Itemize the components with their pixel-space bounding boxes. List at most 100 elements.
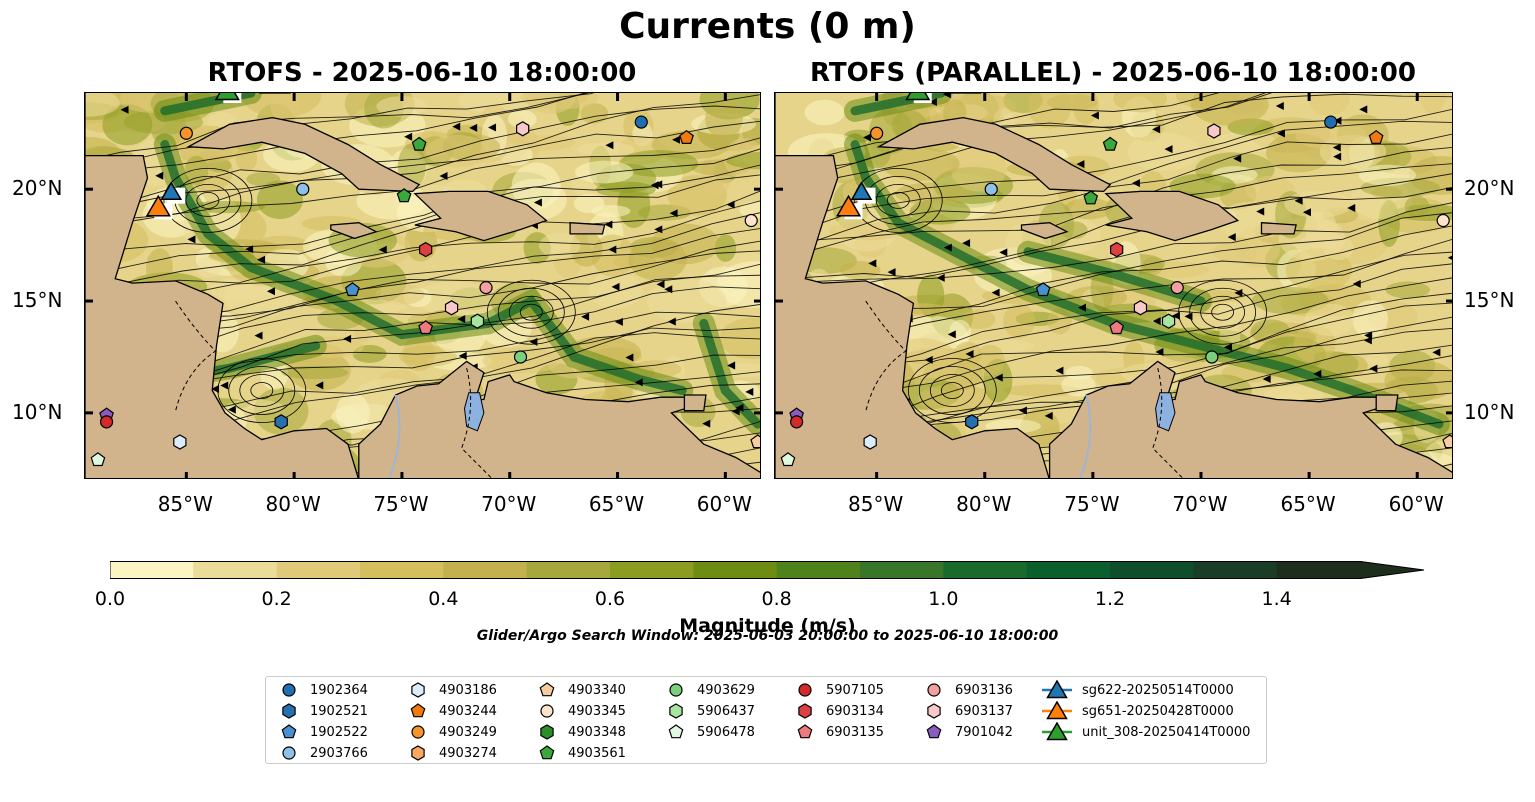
land-mass [876,116,1112,193]
lon-tick-label: 80°W [956,492,1012,516]
float-marker-6903136[interactable] [1170,281,1184,295]
glider-marker-sg622-20250514T0000[interactable] [160,181,183,200]
float-marker-4903186[interactable] [173,434,187,450]
hexagon-marker-icon [540,724,554,740]
float-marker-4903561[interactable] [1083,190,1099,205]
float-marker-4903345[interactable] [1436,213,1450,228]
legend-circle-icon[interactable] [669,683,683,697]
float-marker-4903561[interactable] [411,136,427,151]
legend-circle-icon[interactable] [798,683,812,697]
float-marker-6903134[interactable] [1110,241,1124,258]
float-marker-4903186[interactable] [863,434,877,450]
glider-marker-sg622-20250514T0000[interactable] [850,181,873,200]
legend-hexagon-icon[interactable] [540,724,554,740]
float-marker-6903137[interactable] [1133,300,1148,316]
legend-circle-icon[interactable] [282,746,296,760]
glider-marker-sg651-20250428T0000[interactable] [145,194,171,217]
float-marker-2903766[interactable] [296,182,310,196]
legend-triangle-icon[interactable] [1046,701,1068,720]
glider-marker-unit_308-20250414T0000[interactable] [214,93,240,101]
hexagon-marker-icon [927,703,941,719]
colorbar-tick-label: 1.2 [1094,588,1126,610]
float-marker-5907105[interactable] [790,415,804,429]
float-marker-1902364[interactable] [1324,115,1338,129]
glider-marker-sg651-20250428T0000[interactable] [836,194,862,217]
legend-item: 4903348 [536,722,626,742]
land-mass [683,394,707,412]
float-marker-4903244[interactable] [1368,129,1384,145]
float-marker-4903340[interactable] [750,434,761,449]
legend-pentagon-icon[interactable] [539,745,555,760]
map-panel-parallel[interactable] [774,92,1453,479]
float-marker-1902522[interactable] [1035,282,1051,297]
float-marker-4903561[interactable] [396,188,412,203]
legend-hexagon-icon[interactable] [798,703,812,719]
legend-label: 6903136 [955,682,1013,698]
legend-circle-icon[interactable] [540,704,554,718]
legend-item: 6903136 [923,680,1013,700]
legend-hexagon-icon[interactable] [411,745,425,761]
lon-tick-label: 70°W [1172,492,1228,516]
legend-pentagon-icon[interactable] [797,724,813,739]
triangle-marker-icon [1042,701,1072,720]
float-marker-5906437[interactable] [1161,313,1176,329]
pentagon-marker-icon [797,724,813,739]
float-marker-4903249[interactable] [179,126,193,140]
legend-pentagon-icon[interactable] [668,724,684,739]
legend-hexagon-icon[interactable] [927,703,941,719]
float-marker-4903629[interactable] [513,350,528,364]
land-mass [1375,394,1399,412]
float-marker-4903244[interactable] [679,129,694,145]
float-marker-5906437[interactable] [470,313,485,329]
colorbar-segment [1110,561,1194,579]
legend-label: 7901042 [955,724,1013,740]
float-marker-5907105[interactable] [99,415,114,429]
legend-item: 4903244 [407,701,497,721]
legend-hexagon-icon[interactable] [669,703,683,719]
circle-marker-icon [282,683,296,697]
search-window-note: Glider/Argo Search Window: 2025-06-03 20… [476,628,1059,644]
legend-item: 4903629 [665,680,755,700]
legend-hexagon-icon[interactable] [282,703,296,719]
float-marker-6903137[interactable] [444,300,459,316]
legend-circle-icon[interactable] [411,725,425,739]
colorbar-segment [1276,561,1361,579]
float-marker-1902364[interactable] [634,115,648,129]
float-marker-2903766[interactable] [984,182,998,196]
float-marker-5906478[interactable] [90,452,106,467]
glider-marker-unit_308-20250414T0000[interactable] [905,93,931,101]
map-panel-rtofs[interactable] [84,92,761,479]
float-marker-4903629[interactable] [1205,350,1219,364]
legend-label: 4903629 [697,682,755,698]
float-marker-6903135[interactable] [1109,320,1125,335]
float-marker-4903345[interactable] [744,213,758,228]
float-marker-6903134[interactable] [419,241,433,258]
legend-item: 1902521 [278,701,368,721]
float-marker-1902521[interactable] [274,414,288,430]
float-marker-4903561[interactable] [1102,136,1118,151]
float-marker-6903137[interactable] [1207,123,1221,139]
colorbar-segment [1193,561,1278,579]
colorbar-segment [693,561,778,579]
circle-marker-icon [669,683,683,697]
legend-hexagon-icon[interactable] [411,682,425,698]
legend-triangle-icon[interactable] [1046,680,1068,699]
legend-pentagon-icon[interactable] [539,682,555,697]
legend-label: 2903766 [310,745,368,761]
lat-tick-label: 15°N [1464,288,1515,313]
legend-triangle-icon[interactable] [1046,722,1068,741]
float-marker-5906478[interactable] [780,452,796,467]
legend-pentagon-icon[interactable] [926,724,942,739]
float-marker-1902522[interactable] [344,282,360,297]
legend-circle-icon[interactable] [282,683,296,697]
float-marker-6903137[interactable] [516,121,530,137]
legend-pentagon-icon[interactable] [410,703,426,718]
legend-pentagon-icon[interactable] [281,724,297,739]
float-marker-6903136[interactable] [479,281,493,295]
legend-circle-icon[interactable] [927,683,941,697]
float-marker-4903340[interactable] [1442,434,1453,449]
float-marker-6903135[interactable] [418,320,434,335]
float-marker-1902521[interactable] [965,414,979,430]
float-marker-4903249[interactable] [870,126,884,140]
hexagon-marker-icon [282,703,296,719]
